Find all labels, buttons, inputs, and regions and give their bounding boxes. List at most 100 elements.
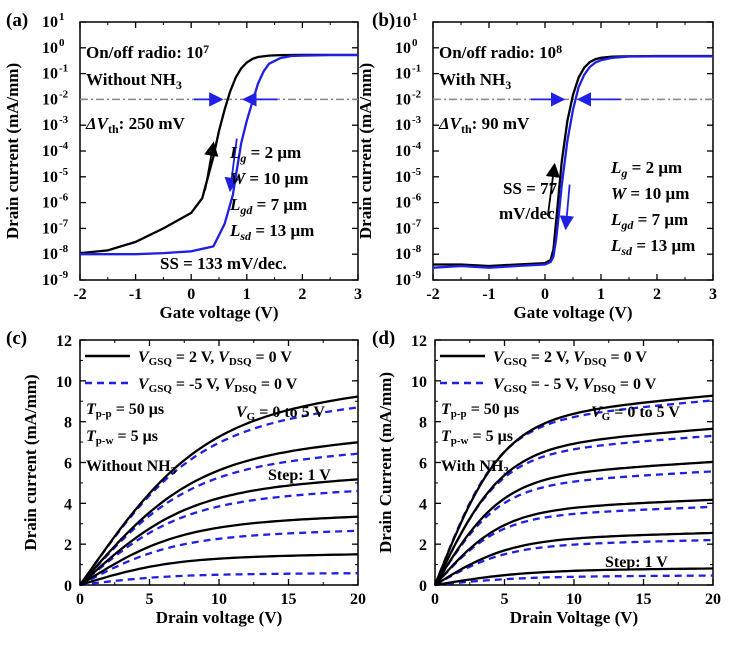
y-tick-label: 10	[42, 40, 58, 57]
y-tick-label: 10	[395, 117, 411, 134]
device-dimension-label: Lg = 2 μm	[229, 143, 301, 165]
y-axis-label: Drain Current (mA/mm)	[376, 372, 395, 553]
y-tick-label: 6	[64, 456, 72, 473]
device-dimension-label: Lsd = 13 μm	[610, 236, 695, 258]
y-tick-exponent: 0	[59, 37, 65, 49]
y-tick-label: 10	[42, 91, 58, 108]
pulse-period-label: Tp-p = 50 μs	[441, 401, 519, 420]
panel-label: (c)	[6, 328, 27, 349]
legend-entry: VGSQ = 2 V, VDSQ = 0 V	[138, 349, 292, 368]
y-tick-exponent: -4	[412, 140, 422, 152]
x-axis-label: Gate voltage (V)	[514, 303, 633, 322]
y-tick-label: 10	[395, 246, 411, 263]
panel-label: (d)	[372, 328, 395, 349]
y-tick-exponent: -1	[59, 63, 68, 75]
device-dimension-label: Lgd = 7 μm	[610, 210, 688, 232]
x-tick-label: 20	[705, 591, 721, 608]
pulsed-iv-curve-quiescent-2	[79, 553, 359, 587]
x-tick-label: 0	[187, 286, 195, 303]
x-tick-label: 10	[211, 591, 227, 608]
y-tick-exponent: -5	[59, 166, 69, 178]
device-dimension-label: Lg = 2 μm	[610, 158, 682, 180]
y-tick-exponent: -2	[412, 88, 422, 100]
transfer-curve-blue	[432, 55, 713, 269]
panel-label: (a)	[6, 10, 28, 31]
y-tick-exponent: -4	[59, 140, 69, 152]
pulsed-iv-curve-quiescent-2	[434, 567, 713, 587]
pulsed-iv-curve-quiescent-neg5	[433, 434, 714, 586]
sweep-down-arrow	[224, 138, 239, 193]
threshold-shift-label: ΔVth: 90 mV	[438, 114, 530, 136]
y-tick-label: 2	[64, 537, 72, 554]
y-tick-label: 0	[419, 578, 427, 595]
transfer-curve-black	[79, 53, 358, 255]
y-tick-exponent: -2	[59, 88, 69, 100]
y-axis-label: Drain current (mA/mm)	[3, 63, 22, 239]
x-tick-label: -2	[426, 286, 439, 303]
y-tick-label: 8	[64, 415, 72, 432]
panel-label: (b)	[372, 10, 395, 31]
y-tick-label: 12	[411, 333, 427, 350]
y-tick-exponent: -6	[412, 192, 422, 204]
x-tick-label: 2	[653, 286, 661, 303]
y-tick-label: 10	[395, 272, 411, 289]
y-tick-label: 10	[395, 14, 411, 31]
y-axis-label: Drain current (mA/mm)	[356, 63, 375, 239]
pulsed-iv-curve-quiescent-neg5	[79, 572, 358, 587]
y-tick-exponent: 1	[412, 11, 418, 23]
x-tick-label: 10	[566, 591, 582, 608]
y-tick-exponent: -6	[59, 192, 69, 204]
legend-entry: VGSQ = - 5 V, VDSQ = 0 V	[493, 376, 657, 395]
sweep-up-arrow	[545, 162, 561, 217]
pulsed-iv-curve-quiescent-neg5	[434, 574, 713, 587]
subthreshold-swing-label: SS = 133 mV/dec.	[160, 254, 287, 273]
x-tick-label: -1	[482, 286, 495, 303]
y-tick-exponent: -7	[59, 217, 69, 229]
x-tick-label: -2	[73, 286, 86, 303]
x-tick-label: 20	[350, 591, 366, 608]
pulsed-iv-curve-quiescent-2	[433, 394, 714, 586]
step-label: Step: 1 V	[268, 467, 331, 484]
device-dimension-label: W = 10 μm	[230, 169, 308, 188]
y-tick-label: 10	[42, 143, 58, 160]
pulse-width-label: Tp-w = 5 μs	[86, 428, 158, 447]
y-tick-label: 10	[42, 66, 58, 83]
x-tick-label: 5	[501, 591, 509, 608]
y-tick-exponent: -5	[412, 166, 422, 178]
ammonia-condition-label: With NH3	[441, 458, 509, 477]
y-tick-label: 10	[395, 169, 411, 186]
on-off-ratio-label: On/off radio: 108	[439, 42, 562, 62]
transfer-curve-blue	[80, 53, 358, 256]
pulsed-iv-curve-quiescent-neg5	[434, 470, 714, 586]
x-tick-label: 5	[146, 591, 154, 608]
pulse-width-label: Tp-w = 5 μs	[441, 428, 513, 447]
y-tick-label: 10	[42, 14, 58, 31]
pulsed-iv-curve-quiescent-2	[434, 498, 714, 586]
pulsed-iv-curve-quiescent-2	[79, 515, 359, 586]
y-tick-label: 6	[419, 456, 427, 473]
device-dimension-label: Lsd = 13 μm	[229, 221, 314, 243]
gate-sweep-label: VG = 0 to 5 V	[236, 404, 325, 423]
y-tick-label: 10	[42, 169, 58, 186]
x-tick-label: 2	[298, 286, 306, 303]
x-tick-label: 0	[541, 286, 549, 303]
threshold-shift-label: ΔVth: 250 mV	[85, 114, 185, 136]
ammonia-condition-label: Without NH3	[86, 70, 182, 92]
y-tick-label: 4	[64, 496, 72, 513]
gate-sweep-label: VG = 0 to 5 V	[591, 404, 680, 423]
pulsed-iv-curve-quiescent-neg5	[79, 489, 359, 586]
y-tick-label: 10	[42, 272, 58, 289]
x-tick-label: 1	[597, 286, 605, 303]
pulse-period-label: Tp-p = 50 μs	[86, 401, 164, 420]
x-axis-label: Gate voltage (V)	[160, 303, 279, 322]
ammonia-condition-label: With NH3	[439, 70, 511, 92]
y-tick-label: 12	[56, 333, 72, 350]
y-tick-exponent: -9	[59, 269, 69, 281]
pulsed-iv-curve-quiescent-2	[79, 441, 359, 586]
y-tick-exponent: -7	[412, 217, 422, 229]
y-tick-label: 10	[42, 195, 58, 212]
device-dimension-label: W = 10 μm	[611, 184, 689, 203]
y-tick-label: 8	[419, 415, 427, 432]
y-tick-label: 10	[56, 374, 72, 391]
